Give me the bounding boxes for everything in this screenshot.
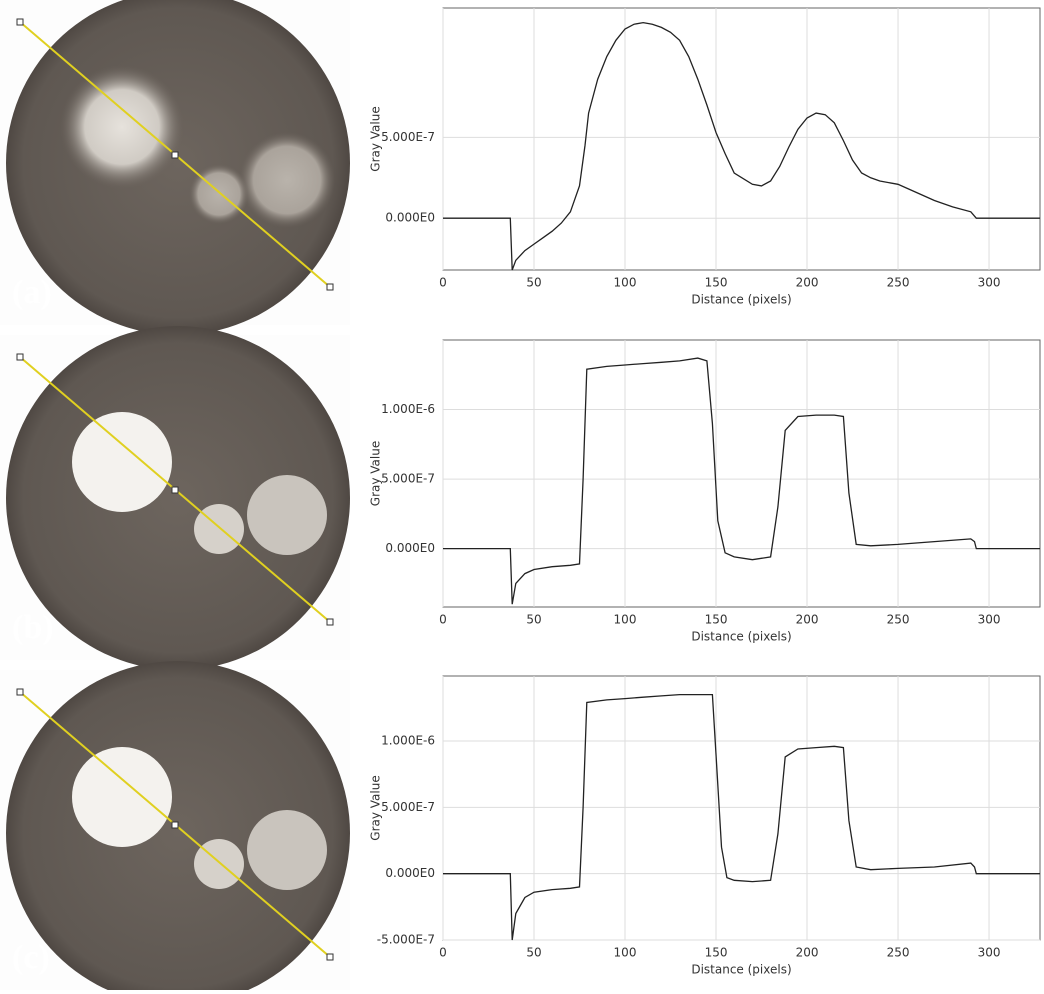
x-tick-label: 100 [614, 946, 637, 960]
plot-area [442, 339, 1041, 608]
x-tick-label: 200 [796, 613, 819, 627]
x-tick-label: 0 [439, 946, 447, 960]
y-tick-label: 0.000E0 [385, 211, 435, 225]
x-tick-label: 100 [614, 613, 637, 627]
handle [16, 353, 24, 361]
ct-image: (a) [0, 0, 350, 335]
y-tick-label: 5.000E-7 [381, 800, 435, 814]
panel-label: (a) [12, 274, 52, 311]
handle [326, 953, 334, 961]
x-tick-label: 200 [796, 276, 819, 290]
plot-area [442, 7, 1041, 271]
handle [171, 821, 179, 829]
profile-curve [443, 21, 1040, 271]
handle [171, 151, 179, 159]
ct-image: (c) [0, 661, 350, 994]
y-tick-label: 0.000E0 [385, 541, 435, 555]
x-tick-label: 200 [796, 946, 819, 960]
panel-label: (b) [12, 609, 54, 646]
disk-mid [247, 810, 327, 890]
x-tick-label: 300 [978, 276, 1001, 290]
x-tick-label: 0 [439, 613, 447, 627]
x-tick-label: 100 [614, 276, 637, 290]
y-tick-label: 1.000E-6 [381, 402, 435, 416]
y-tick-label: 5.000E-7 [381, 472, 435, 486]
disk-mid [239, 132, 335, 228]
x-axis-label: Distance (pixels) [691, 963, 791, 977]
y-tick-label: 1.000E-6 [381, 734, 435, 748]
x-tick-label: 150 [705, 613, 728, 627]
handle [16, 18, 24, 26]
x-tick-label: 50 [526, 946, 541, 960]
y-tick-label: -5.000E-7 [377, 933, 435, 947]
handle [326, 618, 334, 626]
disk-large [72, 747, 172, 847]
phantom [6, 326, 350, 670]
x-axis-label: Distance (pixels) [691, 630, 791, 644]
x-tick-label: 0 [439, 276, 447, 290]
y-axis-label: Gray Value [369, 441, 383, 506]
x-tick-label: 250 [887, 276, 910, 290]
x-tick-label: 250 [887, 613, 910, 627]
y-axis-label: Gray Value [369, 106, 383, 171]
profile-curve [443, 693, 1040, 941]
profile-curve [443, 357, 1040, 605]
handle [171, 486, 179, 494]
x-tick-label: 300 [978, 946, 1001, 960]
y-tick-label: 5.000E-7 [381, 130, 435, 144]
plot-area [442, 675, 1041, 941]
x-tick-label: 250 [887, 946, 910, 960]
panel-label: (c) [12, 939, 50, 976]
x-tick-label: 300 [978, 613, 1001, 627]
x-tick-label: 50 [526, 276, 541, 290]
x-tick-label: 150 [705, 946, 728, 960]
disk-large [60, 65, 184, 189]
x-tick-label: 50 [526, 613, 541, 627]
ct-image: (b) [0, 326, 350, 670]
y-tick-label: 0.000E0 [385, 866, 435, 880]
x-axis-label: Distance (pixels) [691, 293, 791, 307]
handle [16, 688, 24, 696]
disk-large [72, 412, 172, 512]
handle [326, 283, 334, 291]
x-tick-label: 150 [705, 276, 728, 290]
disk-mid [247, 475, 327, 555]
y-axis-label: Gray Value [369, 775, 383, 840]
